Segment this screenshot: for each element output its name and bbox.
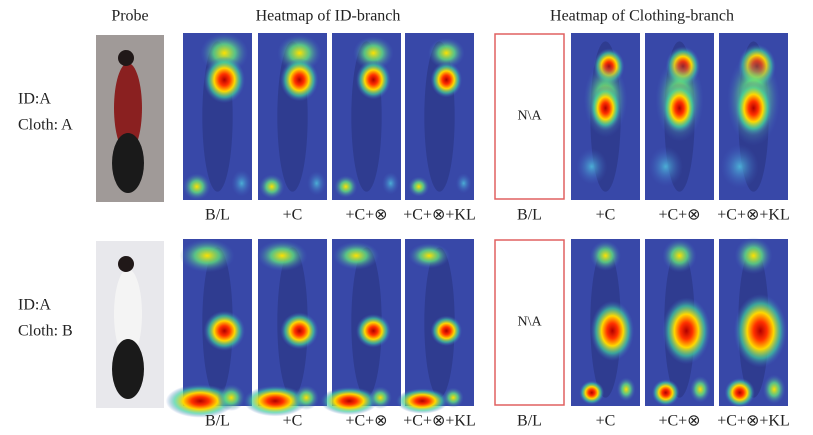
heat-blob xyxy=(456,173,472,193)
clothing-branch-header: Heatmap of Clothing-branch xyxy=(550,8,734,25)
column-label: +C+⊗+KL xyxy=(717,207,789,224)
heat-blob xyxy=(280,58,318,101)
row-cloth-label: Cloth: A xyxy=(18,117,73,134)
heat-blob xyxy=(431,62,462,98)
probe-head xyxy=(118,256,134,272)
na-label: N\A xyxy=(517,109,542,124)
heat-blob xyxy=(662,297,710,364)
heat-blob xyxy=(334,175,357,197)
heat-blob xyxy=(662,239,697,272)
heat-blob xyxy=(396,388,448,413)
column-label: +C+⊗ xyxy=(658,413,700,430)
probe-person-legs xyxy=(112,339,144,399)
heat-blob xyxy=(280,312,318,349)
row-cloth-label: Cloth: B xyxy=(18,323,73,340)
heat-blob xyxy=(218,384,246,411)
column-label: +C xyxy=(596,207,616,224)
column-label: +C+⊗+KL xyxy=(403,207,475,224)
heat-blob xyxy=(231,170,252,197)
heat-blob xyxy=(591,301,634,361)
column-label: +C xyxy=(283,207,303,224)
figure: Probe Heatmap of ID-branch Heatmap of Cl… xyxy=(0,0,813,435)
column-label: +C xyxy=(596,413,616,430)
heat-blob xyxy=(763,375,786,404)
heat-blob xyxy=(590,241,621,271)
heat-blob xyxy=(356,60,391,99)
heat-blob xyxy=(579,381,604,405)
heat-blob xyxy=(257,240,308,271)
heat-blob xyxy=(259,174,284,199)
heat-blob xyxy=(662,83,697,133)
heat-blob xyxy=(648,147,683,187)
row-id-label: ID:A xyxy=(18,297,51,314)
heat-blob xyxy=(443,387,464,407)
na-label: N\A xyxy=(517,315,542,330)
column-label: +C+⊗ xyxy=(345,207,387,224)
column-label: B/L xyxy=(517,207,542,224)
row-id-label: ID:A xyxy=(18,91,51,108)
heat-blob xyxy=(690,376,711,403)
heat-blob xyxy=(735,81,773,136)
probe-head xyxy=(118,50,134,66)
heat-blob xyxy=(725,378,755,407)
heat-blob xyxy=(617,377,636,401)
column-label: +C+⊗ xyxy=(658,207,700,224)
column-label: +C xyxy=(283,413,303,430)
probe-person-legs xyxy=(112,133,144,193)
heat-blob xyxy=(734,294,787,367)
column-label: B/L xyxy=(205,413,230,430)
id-branch-header: Heatmap of ID-branch xyxy=(256,8,401,25)
heat-blob xyxy=(408,243,450,268)
column-label: B/L xyxy=(517,413,542,430)
heat-blob xyxy=(356,314,391,348)
heat-blob xyxy=(204,56,245,103)
probe-header: Probe xyxy=(111,8,148,25)
heat-blob xyxy=(333,242,379,270)
column-label: +C+⊗+KL xyxy=(717,413,789,430)
column-label: +C+⊗ xyxy=(345,413,387,430)
column-label: B/L xyxy=(205,207,230,224)
heat-blob xyxy=(590,86,621,131)
heat-blob xyxy=(735,237,773,274)
heat-blob xyxy=(431,316,462,346)
heat-blob xyxy=(408,176,429,196)
heat-blob xyxy=(576,149,607,185)
heat-blob xyxy=(204,311,245,351)
heat-blob xyxy=(183,173,211,200)
heat-blob xyxy=(382,172,399,194)
heat-blob xyxy=(307,171,326,196)
heat-blob xyxy=(721,145,759,189)
heat-blob xyxy=(369,386,392,408)
heat-blob xyxy=(652,379,680,406)
heat-blob xyxy=(180,239,235,272)
heat-blob xyxy=(294,385,319,410)
column-label: +C+⊗+KL xyxy=(403,413,475,430)
